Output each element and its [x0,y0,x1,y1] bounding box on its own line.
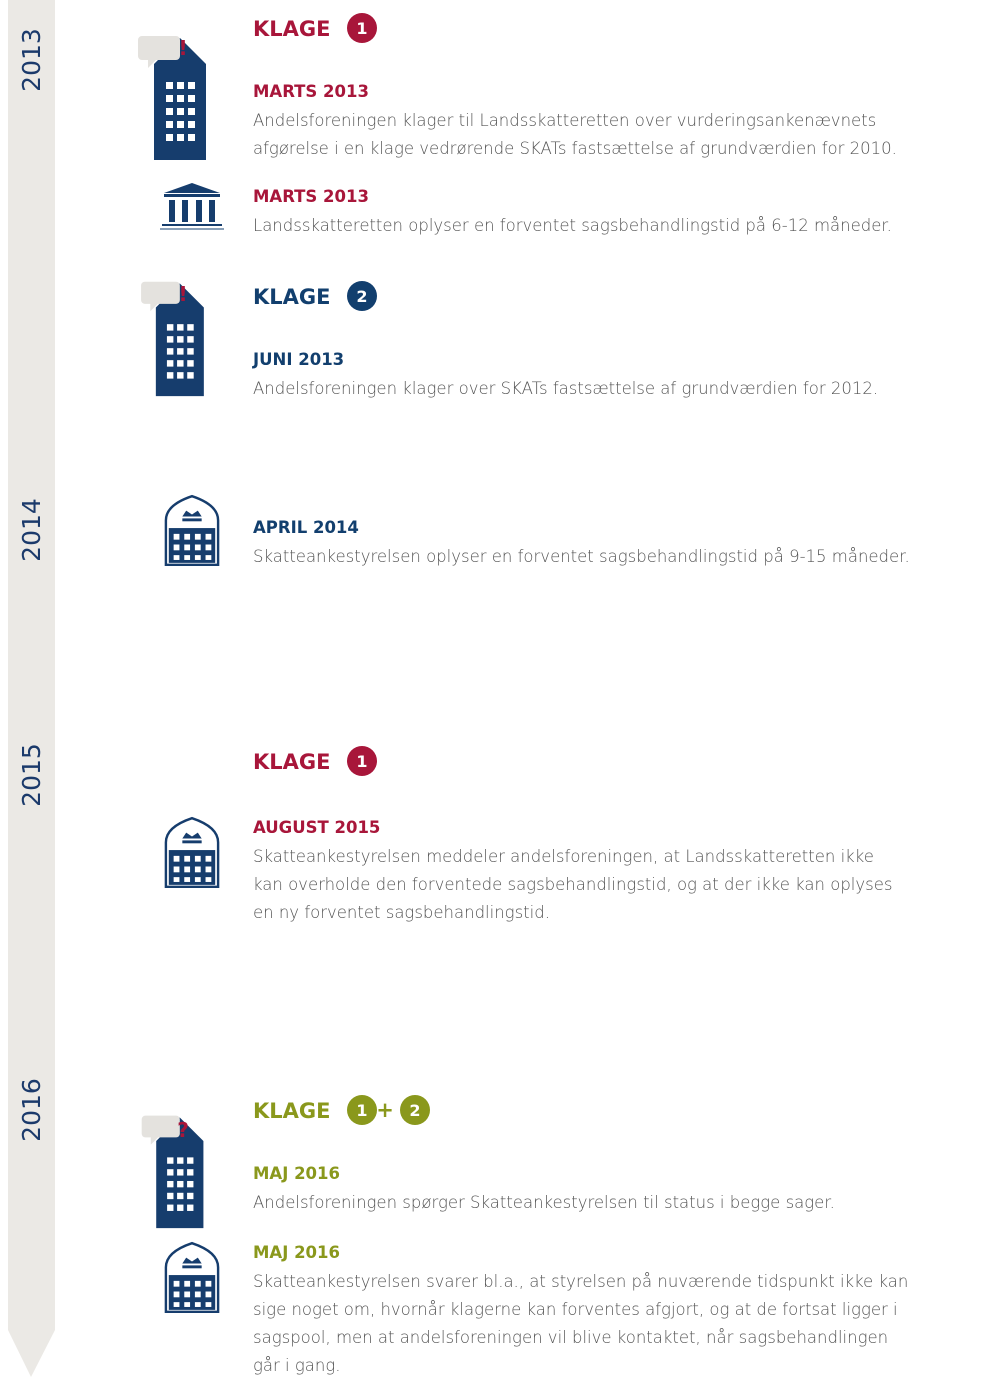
heading-label: KLAGE [253,1099,331,1123]
icon [164,816,220,889]
bubble-mark: ? [177,1118,189,1142]
entry-text: Landsskatteretten oplyser en forventet s… [253,216,892,235]
year-label: 2016 [17,1078,46,1142]
entry-text: går i gang. [253,1356,341,1375]
klage-heading: KLAGE 1 [253,13,377,43]
icon [164,494,220,567]
entry-date: AUGUST 2015 [253,818,380,837]
timeline-bar [8,0,55,1377]
entry-text: sige noget om, hvornår klagerne kan forv… [253,1300,898,1319]
badge-joiner: + [376,1098,394,1122]
timeline-entry: APRIL 2014 Skatteankestyrelsen oplyser en… [253,518,910,566]
entry-text: en ny forventet sagsbehandlingstid. [253,903,550,922]
entry-text: kan overholde den forventede sagsbehandl… [253,875,893,894]
entry-date: JUNI 2013 [252,350,344,369]
klage-heading: KLAGE 1 [253,746,377,776]
entry-date: MAJ 2016 [253,1164,340,1183]
year-label: 2014 [17,498,46,562]
entry-text: Andelsforeningen klager til Landsskatter… [253,111,876,130]
entry-date: MAJ 2016 [253,1243,340,1262]
entry-text: Andelsforeningen spørger Skatteankestyre… [253,1193,835,1212]
badge-number: 1 [356,1101,367,1120]
icon [141,281,204,397]
klage-heading: KLAGE 2 [253,281,377,311]
entry-text: afgørelse i en klage vedrørende SKATs fa… [253,139,897,158]
badge-number: 1 [356,752,367,771]
timeline-entry: MAJ 2016 Skatteankestyrelsen svarer bl.a.… [253,1243,908,1375]
bubble-mark: ! [178,36,187,60]
entry-text: Andelsforeningen klager over SKATs fasts… [253,379,878,398]
timeline-entry: MAJ 2016 Andelsforeningen spørger Skattea… [253,1164,835,1212]
icon [141,1115,204,1229]
year-label: 2015 [17,743,46,807]
entry-text: Skatteankestyrelsen meddeler andelsforen… [253,847,874,866]
entry-date: APRIL 2014 [253,518,359,537]
badge [347,746,377,776]
timeline-entry: MARTS 2013 Andelsforeningen klager til La… [253,82,897,158]
badge [400,1095,430,1125]
icon [160,183,224,230]
entry-text: sagspool, men at andelsforeningen vil bl… [253,1328,888,1347]
heading-label: KLAGE [253,750,331,774]
badge [347,281,377,311]
badge-number: 2 [409,1101,420,1120]
entry-text: Skatteankestyrelsen svarer bl.a., at sty… [253,1272,908,1291]
entry-text: Skatteankestyrelsen oplyser en forventet… [253,547,910,566]
year-label: 2013 [17,28,46,92]
entry-date: MARTS 2013 [253,187,369,206]
badge-number: 1 [356,19,367,38]
badge [347,13,377,43]
timeline-entry: MARTS 2013 Landsskatteretten oplyser en f… [253,187,892,235]
timeline-entry: JUNI 2013 Andelsforeningen klager over SK… [252,350,878,398]
timeline-entry: AUGUST 2015 Skatteankestyrelsen meddeler … [253,818,893,922]
bubble-mark: ! [178,282,187,306]
klage-heading: KLAGE 1 +2 [253,1095,430,1125]
icon [164,1241,220,1314]
badge-number: 2 [356,287,367,306]
icon [138,36,206,160]
heading-label: KLAGE [253,17,331,41]
heading-label: KLAGE [253,285,331,309]
entry-date: MARTS 2013 [253,82,369,101]
badge [347,1095,377,1125]
